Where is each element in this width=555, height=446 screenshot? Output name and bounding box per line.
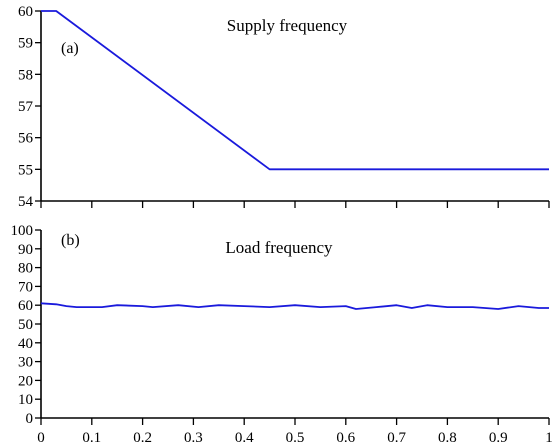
supply-y-tick-label: 55 — [18, 162, 33, 178]
load-x-tick-label: 0.6 — [336, 430, 355, 446]
load-x-tick-label: 0.1 — [82, 430, 101, 446]
load-x-tick-label: 0.8 — [438, 430, 457, 446]
load-y-tick-label: 30 — [18, 355, 33, 371]
load-y-tick-label: 100 — [11, 223, 34, 239]
load-frequency-panel: 0 10 20 30 40 50 60 70 80 90 100 0 0.1 0.2 0.3 0.4 0.5 0.… — [11, 223, 553, 446]
load-y-tick-label: 20 — [18, 373, 33, 389]
supply-y-tick-label: 57 — [18, 99, 34, 115]
supply-y-tick-label: 59 — [18, 36, 33, 52]
supply-y-tick-label: 58 — [18, 67, 33, 83]
supply-y-tick-label: 56 — [18, 131, 34, 147]
load-x-tick-label: 0 — [37, 430, 45, 446]
load-x-tick-label: 0.7 — [387, 430, 406, 446]
load-y-tick-label: 0 — [26, 411, 34, 427]
load-y-tick-label: 10 — [18, 392, 33, 408]
load-x-tick-label: 0.5 — [286, 430, 305, 446]
load-y-tick-label: 90 — [18, 242, 33, 258]
load-x-tick-label: 0.9 — [489, 430, 508, 446]
supply-y-tick-label: 54 — [18, 194, 34, 210]
load-chart-title: Load frequency — [225, 238, 333, 257]
load-y-tick-label: 40 — [18, 336, 33, 352]
supply-frequency-line — [41, 10, 549, 171]
supply-y-tick-label: 60 — [18, 4, 33, 20]
load-y-tick-label: 50 — [18, 317, 33, 333]
load-frequency-line — [40, 302, 549, 310]
supply-frequency-panel: 54 55 56 57 58 59 60 Supply frequency (a) — [18, 4, 550, 210]
load-x-tick-label: 0.2 — [133, 430, 152, 446]
load-panel-label: (b) — [61, 232, 80, 249]
supply-panel-label: (a) — [61, 40, 79, 57]
load-x-tick-label: 1 — [545, 430, 553, 446]
load-x-tick-label: 0.4 — [235, 430, 254, 446]
supply-chart-title: Supply frequency — [227, 16, 348, 35]
load-y-tick-label: 60 — [18, 298, 33, 314]
load-y-tick-label: 80 — [18, 261, 33, 277]
load-y-tick-label: 70 — [18, 279, 33, 295]
load-x-tick-label: 0.3 — [184, 430, 203, 446]
